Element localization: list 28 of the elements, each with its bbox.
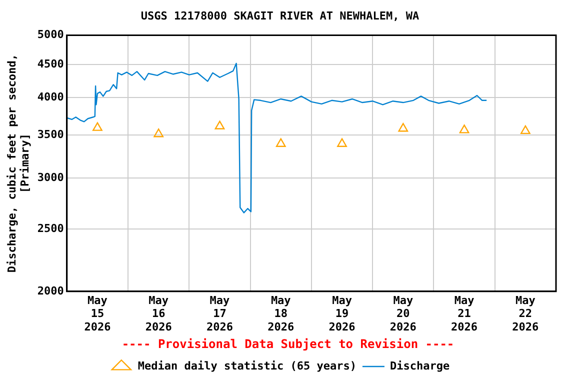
y-tick-label: 5000 xyxy=(37,28,64,42)
text: ---- Provisional Data Subject to Revision ---- xyxy=(122,337,454,352)
x-tick-label: May 19 2026 xyxy=(328,294,356,334)
point xyxy=(337,138,347,147)
x-tick-label: May 21 2026 xyxy=(451,294,478,334)
x-tick-label: May 18 2026 xyxy=(268,294,294,334)
point xyxy=(154,128,164,138)
x-tick-label: May 15 2026 xyxy=(84,294,112,334)
y-tick-label: 4000 xyxy=(37,90,64,104)
point xyxy=(459,124,470,134)
y-tick-label: 2500 xyxy=(37,222,64,235)
legend-label: Median daily statistic (65 years) xyxy=(138,359,356,372)
y-tick-label: 2000 xyxy=(37,284,64,298)
x-tick-label: May 22 2026 xyxy=(512,294,540,334)
x-tick-label: May 16 2026 xyxy=(145,294,172,334)
chart-title: USGS 12178000 SKAGIT RIVER AT NEWHALEM, WA xyxy=(140,9,420,22)
y-axis-title: Discharge, cubic feet per second, [Primary] xyxy=(5,54,32,273)
point xyxy=(520,125,530,134)
y-tick-label: 3500 xyxy=(37,128,64,141)
x-tick-label: May 20 2026 xyxy=(390,294,417,334)
x-tick-label: May 17 2026 xyxy=(206,294,234,334)
legend-label: Discharge xyxy=(390,359,450,372)
point xyxy=(92,122,102,131)
point xyxy=(214,120,225,130)
y-tick-label: 4500 xyxy=(37,58,64,71)
y-tick-label: 3000 xyxy=(37,170,64,184)
point xyxy=(276,138,286,147)
point xyxy=(398,123,408,132)
